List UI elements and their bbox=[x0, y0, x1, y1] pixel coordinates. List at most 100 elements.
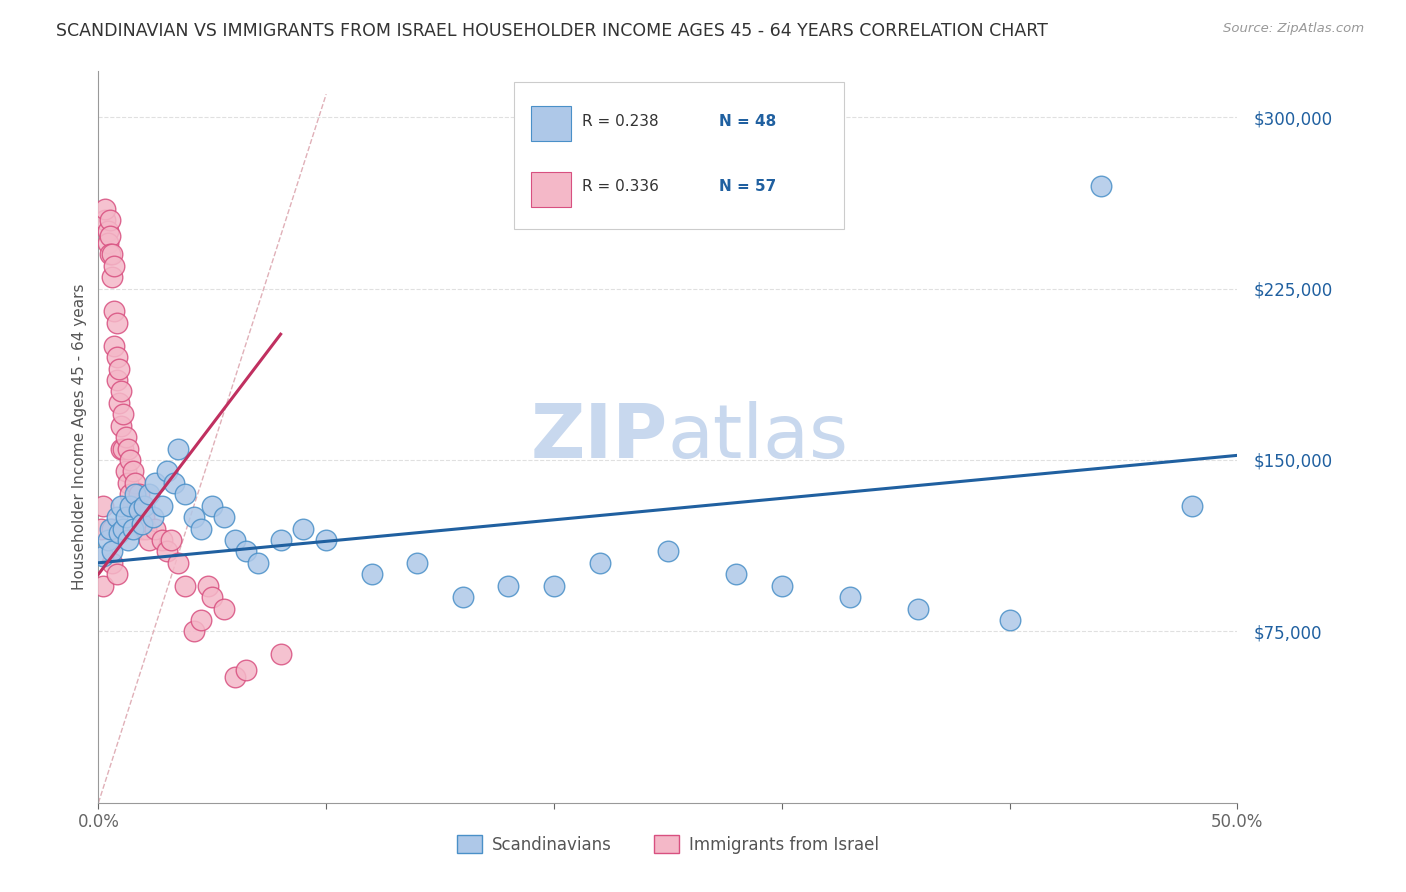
Point bbox=[105, 510, 128, 524]
Point bbox=[588, 556, 610, 570]
Point bbox=[174, 487, 197, 501]
Bar bbox=[531, 106, 571, 141]
Point bbox=[101, 270, 124, 285]
Point bbox=[121, 521, 143, 535]
Point bbox=[105, 316, 128, 330]
Point bbox=[103, 338, 125, 352]
Point bbox=[98, 213, 121, 227]
Point bbox=[120, 453, 142, 467]
Point bbox=[103, 259, 125, 273]
Point bbox=[201, 499, 224, 513]
Point bbox=[160, 533, 183, 547]
FancyBboxPatch shape bbox=[515, 82, 845, 228]
Point bbox=[183, 510, 205, 524]
Point bbox=[246, 556, 269, 570]
Point bbox=[120, 487, 142, 501]
Point bbox=[101, 556, 124, 570]
Point bbox=[121, 464, 143, 478]
Point bbox=[91, 579, 114, 593]
Point bbox=[190, 521, 212, 535]
Point bbox=[124, 475, 146, 490]
Point bbox=[124, 487, 146, 501]
Point bbox=[224, 670, 246, 684]
Point bbox=[120, 499, 142, 513]
Text: Source: ZipAtlas.com: Source: ZipAtlas.com bbox=[1223, 22, 1364, 36]
Text: atlas: atlas bbox=[668, 401, 849, 474]
Point bbox=[128, 503, 150, 517]
Point bbox=[98, 247, 121, 261]
Y-axis label: Householder Income Ages 45 - 64 years: Householder Income Ages 45 - 64 years bbox=[72, 284, 87, 591]
Point bbox=[167, 556, 190, 570]
Point bbox=[174, 579, 197, 593]
Text: N = 48: N = 48 bbox=[718, 113, 776, 128]
Point bbox=[451, 590, 474, 604]
Point bbox=[270, 533, 292, 547]
Point bbox=[96, 224, 118, 238]
Point bbox=[110, 499, 132, 513]
Point bbox=[315, 533, 337, 547]
Point bbox=[183, 624, 205, 639]
Point bbox=[498, 579, 520, 593]
Point bbox=[839, 590, 862, 604]
Point bbox=[138, 487, 160, 501]
Text: ZIP: ZIP bbox=[530, 401, 668, 474]
Point bbox=[90, 521, 112, 535]
Text: SCANDINAVIAN VS IMMIGRANTS FROM ISRAEL HOUSEHOLDER INCOME AGES 45 - 64 YEARS COR: SCANDINAVIAN VS IMMIGRANTS FROM ISRAEL H… bbox=[56, 22, 1047, 40]
Point bbox=[657, 544, 679, 558]
Point bbox=[212, 601, 235, 615]
Point bbox=[406, 556, 429, 570]
Point bbox=[998, 613, 1021, 627]
Point bbox=[108, 396, 131, 410]
Point bbox=[127, 499, 149, 513]
Point bbox=[112, 407, 135, 421]
Point bbox=[150, 533, 173, 547]
Point bbox=[117, 475, 139, 490]
Point bbox=[131, 521, 153, 535]
Point bbox=[101, 247, 124, 261]
Point bbox=[105, 350, 128, 364]
Text: R = 0.238: R = 0.238 bbox=[582, 113, 659, 128]
Point bbox=[110, 384, 132, 399]
Point bbox=[121, 499, 143, 513]
Legend: Scandinavians, Immigrants from Israel: Scandinavians, Immigrants from Israel bbox=[450, 829, 886, 860]
Point bbox=[167, 442, 190, 456]
Point bbox=[138, 533, 160, 547]
Point bbox=[197, 579, 219, 593]
Point bbox=[235, 544, 257, 558]
Bar bbox=[531, 171, 571, 207]
Point bbox=[110, 442, 132, 456]
Point bbox=[101, 521, 124, 535]
Point bbox=[94, 213, 117, 227]
Point bbox=[112, 442, 135, 456]
Point bbox=[543, 579, 565, 593]
Point bbox=[150, 499, 173, 513]
Point bbox=[145, 521, 167, 535]
Point bbox=[907, 601, 929, 615]
Point bbox=[98, 521, 121, 535]
Point bbox=[156, 544, 179, 558]
Point bbox=[270, 647, 292, 661]
Point bbox=[117, 442, 139, 456]
Point bbox=[114, 430, 136, 444]
Point bbox=[128, 487, 150, 501]
Point bbox=[292, 521, 315, 535]
Point bbox=[142, 510, 165, 524]
Point bbox=[145, 475, 167, 490]
Text: R = 0.336: R = 0.336 bbox=[582, 179, 659, 194]
Point bbox=[190, 613, 212, 627]
Point bbox=[94, 202, 117, 216]
Point bbox=[770, 579, 793, 593]
Point bbox=[110, 418, 132, 433]
Point bbox=[91, 549, 114, 563]
Point bbox=[135, 521, 157, 535]
Point bbox=[1181, 499, 1204, 513]
Point bbox=[162, 475, 184, 490]
Point bbox=[105, 567, 128, 582]
Point bbox=[105, 373, 128, 387]
Point bbox=[98, 228, 121, 243]
Point bbox=[224, 533, 246, 547]
Point bbox=[235, 663, 257, 677]
Point bbox=[132, 499, 155, 513]
Point bbox=[360, 567, 382, 582]
Point bbox=[114, 464, 136, 478]
